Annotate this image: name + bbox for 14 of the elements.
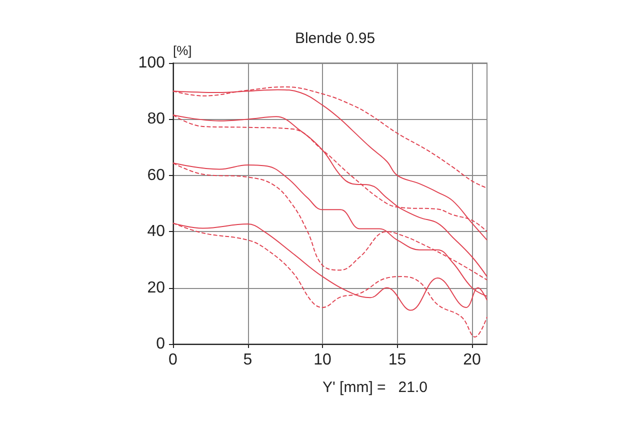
x-tick-label: 20 <box>463 352 482 368</box>
x-tick-label: 5 <box>243 352 252 368</box>
x-tick-label: 0 <box>168 352 178 368</box>
y-tick-label: 40 <box>147 223 166 240</box>
chart-title: Blende 0.95 <box>294 30 376 47</box>
x-tick-label: 15 <box>388 352 406 368</box>
x-tick-label: 10 <box>314 352 332 368</box>
y-tick-label: 20 <box>147 279 166 296</box>
x-axis-title: Y' [mm] = 21.0 <box>322 379 428 396</box>
y-axis-title: [%] <box>173 43 192 58</box>
y-tick-label: 60 <box>147 166 166 184</box>
y-tick-label: 0 <box>156 336 166 352</box>
y-tick-label: 100 <box>138 54 166 72</box>
y-tick-label: 80 <box>147 110 166 128</box>
